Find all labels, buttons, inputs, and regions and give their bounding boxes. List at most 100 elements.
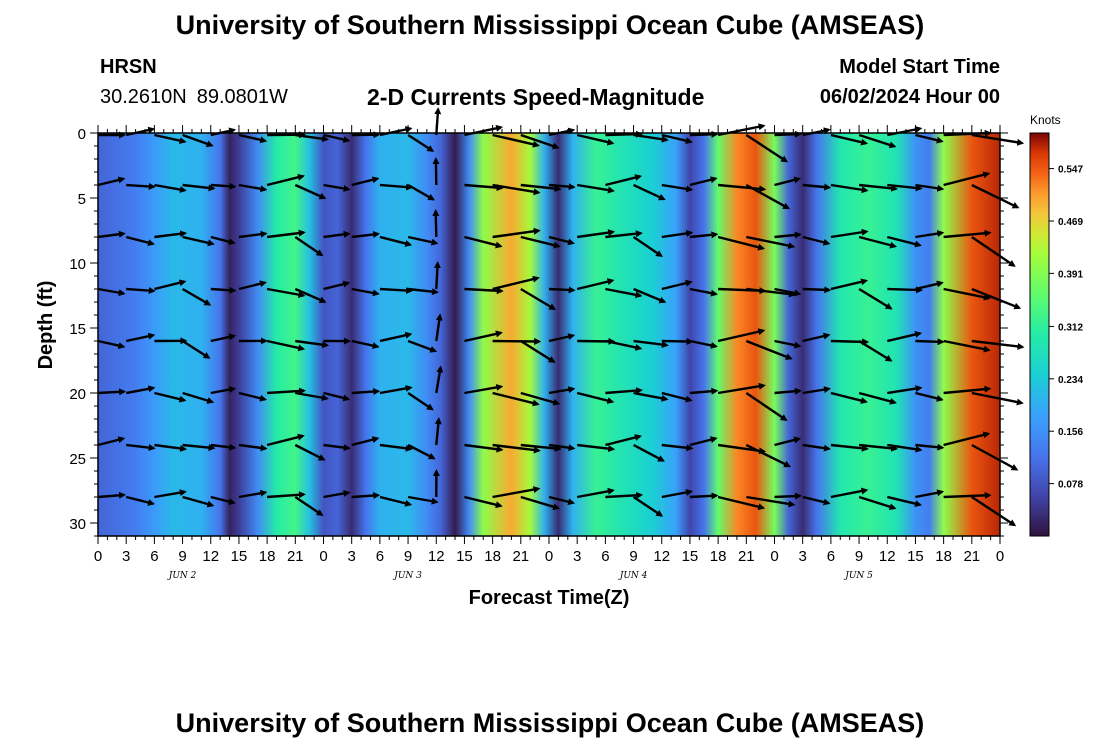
current-vector-arrow — [802, 443, 831, 452]
current-vector-arrow — [407, 392, 434, 411]
current-vector-arrow — [181, 339, 211, 359]
current-vector-arrow — [633, 287, 667, 304]
x-tick-label: 3 — [348, 548, 356, 565]
current-vector-arrow — [97, 491, 126, 499]
current-vector-arrow — [830, 183, 869, 194]
current-vector-arrow — [858, 495, 897, 511]
current-vector-arrow — [548, 495, 576, 506]
current-vector-arrow — [943, 287, 991, 301]
current-vector-arrow — [887, 495, 923, 508]
current-vector-arrow — [971, 391, 1024, 406]
current-vector-arrow — [633, 133, 669, 143]
current-vector-arrow — [464, 183, 504, 192]
current-vector-arrow — [210, 443, 237, 451]
x-tick-label: 0 — [319, 548, 327, 565]
current-vector-arrow — [492, 275, 540, 291]
current-vector-arrow — [238, 489, 268, 499]
colorbar-tick-label: 0.312 — [1058, 322, 1083, 333]
current-vector-arrow — [745, 443, 792, 468]
current-vector-arrow — [294, 236, 324, 257]
current-vector-arrow — [97, 176, 126, 187]
y-tick-label: 0 — [78, 126, 86, 143]
current-vector-arrow — [154, 489, 187, 499]
current-vector-arrow — [266, 287, 306, 299]
x-tick-label: 6 — [150, 548, 158, 565]
x-tick-label: 15 — [907, 548, 924, 565]
current-vector-arrow — [943, 431, 991, 447]
current-vector-arrow — [464, 384, 504, 395]
current-vector-arrow — [379, 331, 413, 343]
current-vector-arrow — [745, 392, 788, 422]
current-vector-arrow — [435, 365, 444, 394]
current-vector-arrow — [802, 495, 831, 506]
current-vector-arrow — [520, 391, 561, 406]
colorbar-tick-label: 0.391 — [1058, 269, 1083, 280]
current-vector-arrow — [971, 236, 1016, 267]
current-vector-arrow — [943, 229, 992, 239]
current-vector-arrow — [745, 183, 791, 210]
current-vector-arrow — [717, 235, 766, 251]
current-vector-arrow — [210, 235, 236, 246]
x-tick-label: 9 — [404, 548, 412, 565]
y-axis-label: Depth (ft) — [35, 281, 57, 370]
current-vector-arrow — [887, 385, 923, 395]
y-tick-label: 25 — [69, 451, 86, 468]
current-vector-arrow — [774, 339, 802, 349]
current-vector-arrow — [774, 492, 802, 500]
x-tick-label: 0 — [94, 548, 102, 565]
x-tick-label: 3 — [799, 548, 807, 565]
current-vector-arrow — [267, 387, 306, 395]
current-vector-arrow — [605, 230, 643, 239]
current-vector-arrow — [407, 133, 435, 152]
current-vector-arrow — [520, 287, 557, 311]
current-vector-arrow — [379, 126, 413, 137]
current-vector-arrow — [971, 495, 1017, 527]
x-tick-label: 9 — [629, 548, 637, 565]
current-vector-arrow — [971, 339, 1025, 350]
current-vector-arrow — [943, 491, 992, 499]
chart-subtitle: 2-D Currents Speed-Magnitude — [367, 84, 705, 110]
current-vector-arrow — [407, 339, 438, 353]
current-vector-arrow — [717, 382, 766, 395]
current-vector-arrow — [802, 183, 832, 191]
x-tick-label: 6 — [376, 548, 384, 565]
x-tick-label: 0 — [770, 548, 778, 565]
current-vector-arrow — [266, 173, 305, 187]
current-vector-arrow — [548, 386, 576, 395]
current-vector-arrow — [633, 339, 669, 349]
current-vector-arrow — [548, 286, 576, 294]
current-vector-arrow — [267, 491, 306, 499]
x-tick-label: 15 — [231, 548, 248, 565]
current-vector-arrow — [182, 495, 215, 508]
current-vector-arrow — [717, 495, 766, 511]
model-start-label: Model Start Time — [839, 56, 1000, 78]
current-vector-arrow — [492, 443, 541, 454]
current-vector-arrow — [295, 339, 330, 349]
station-coordinates: 30.2610N 89.0801W — [100, 86, 298, 109]
current-vector-arrow — [887, 235, 922, 248]
current-vector-arrow — [238, 133, 268, 144]
current-vector-arrow — [323, 490, 351, 499]
current-vector-arrow — [576, 278, 615, 291]
current-vector-arrow — [548, 333, 576, 343]
current-vector-arrow — [126, 443, 156, 452]
current-vector-arrow — [323, 280, 351, 291]
current-vector-arrow — [915, 183, 945, 192]
current-vector-arrow — [407, 235, 439, 246]
current-vector-arrow — [238, 280, 267, 291]
current-vector-arrow — [238, 183, 268, 193]
current-vector-arrow — [97, 388, 127, 396]
current-vector-arrow — [774, 387, 802, 395]
y-tick-label: 10 — [69, 256, 86, 273]
current-vector-arrow — [577, 443, 616, 453]
current-vector-arrow — [971, 443, 1019, 471]
current-vector-arrow — [182, 443, 216, 452]
current-vector-arrow — [492, 391, 540, 407]
current-vector-arrow — [182, 133, 214, 148]
x-tick-label: 15 — [682, 548, 699, 565]
x-tick-label: 3 — [573, 548, 581, 565]
current-vector-arrow — [830, 391, 868, 404]
current-vector-arrow — [520, 443, 562, 452]
current-vector-arrow — [689, 176, 718, 187]
current-vectors — [97, 107, 1025, 527]
